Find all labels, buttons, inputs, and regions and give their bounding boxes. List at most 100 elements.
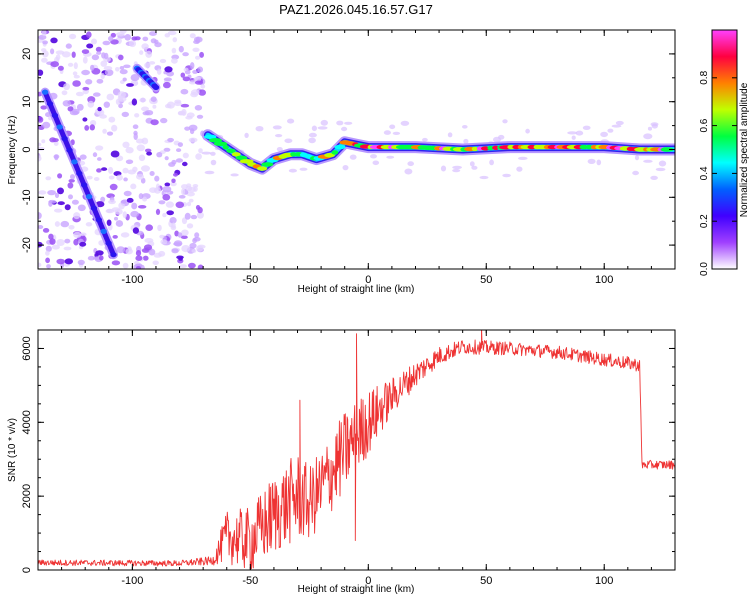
noise-blob: [502, 173, 511, 178]
noise-blob: [142, 196, 148, 202]
noise-blob: [452, 165, 462, 170]
y-tick-label: 0: [21, 567, 33, 573]
noise-blob: [152, 260, 159, 266]
noise-blob: [70, 174, 75, 180]
noise-blob: [101, 167, 108, 171]
noise-blob: [190, 214, 198, 220]
noise-blob: [108, 175, 115, 180]
noise-blob: [111, 124, 118, 132]
snr-panel: -100 -50 0 50 100 0 2000 4000 6000 Height of str…: [7, 329, 676, 595]
noise-blob: [67, 182, 74, 189]
noise-blob: [95, 145, 104, 151]
x-tick-label: -100: [121, 274, 143, 286]
noise-blob: [115, 67, 120, 72]
spectrogram-plot-area: [38, 30, 675, 269]
tone-blob: [105, 240, 112, 246]
noise-blob: [138, 193, 144, 200]
noise-blob: [114, 216, 118, 221]
noise-blob: [199, 51, 205, 58]
snr-plot-area: [38, 330, 675, 570]
noise-blob: [308, 137, 316, 144]
noise-blob: [194, 105, 203, 111]
noise-blob: [81, 69, 90, 76]
noise-blob: [162, 212, 167, 218]
noise-blob: [188, 80, 197, 85]
noise-blob: [308, 132, 317, 138]
spectrogram-y-label: Frequency (Hz): [7, 116, 18, 185]
tone-blob: [41, 89, 49, 95]
noise-blob: [84, 125, 90, 131]
noise-blob: [134, 113, 140, 118]
noise-blob: [89, 124, 96, 131]
tone-blob: [46, 101, 54, 107]
noise-blob: [106, 208, 113, 213]
noise-blob: [138, 205, 147, 209]
noise-blob: [81, 49, 90, 54]
noise-blob: [658, 160, 667, 167]
noise-blob: [125, 248, 133, 255]
noise-blob: [404, 168, 413, 175]
noise-blob: [341, 126, 348, 132]
noise-blob: [178, 256, 183, 261]
noise-blob: [132, 227, 139, 234]
noise-blob: [171, 159, 177, 165]
noise-blob: [93, 177, 100, 181]
noise-blob: [38, 190, 47, 195]
noise-blob: [149, 31, 157, 36]
noise-blob: [111, 207, 121, 212]
noise-blob: [167, 137, 175, 143]
noise-blob: [125, 159, 134, 165]
colorbar-scale: [712, 30, 737, 269]
tone-blob: [56, 124, 63, 130]
noise-blob: [145, 224, 153, 231]
noise-blob: [131, 202, 138, 210]
noise-blob: [95, 46, 102, 53]
noise-blob: [181, 188, 186, 196]
noise-blob: [194, 232, 200, 238]
noise-blob: [108, 36, 114, 42]
snr-y-label: SNR (10 * v/v): [7, 418, 18, 482]
noise-blob: [175, 201, 185, 209]
noise-blob: [145, 50, 153, 58]
noise-blob: [115, 220, 124, 227]
noise-blob: [38, 212, 42, 220]
noise-blob: [471, 165, 478, 170]
spectrogram-x-label: Height of straight line (km): [298, 284, 415, 295]
noise-blob: [582, 125, 591, 130]
noise-blob: [192, 238, 198, 244]
noise-blob: [85, 79, 93, 85]
noise-blob: [178, 195, 186, 199]
noise-blob: [158, 250, 166, 257]
noise-blob: [150, 96, 157, 102]
noise-blob: [120, 199, 127, 204]
noise-blob: [50, 61, 59, 68]
tone-blob: [100, 228, 107, 234]
noise-blob: [178, 45, 184, 53]
tone-blob: [481, 146, 490, 151]
noise-blob: [189, 128, 195, 135]
noise-blob: [141, 106, 149, 112]
noise-blob: [344, 121, 353, 125]
noise-blob: [192, 69, 198, 74]
noise-blob: [389, 124, 396, 130]
noise-blob: [498, 134, 505, 140]
noise-blob: [136, 138, 144, 144]
noise-blob: [144, 62, 151, 68]
noise-blob: [643, 133, 653, 140]
noise-blob: [171, 58, 178, 64]
noise-blob: [96, 168, 102, 173]
noise-blob: [135, 250, 142, 257]
noise-blob: [150, 119, 159, 126]
noise-blob: [272, 125, 282, 130]
noise-blob: [45, 250, 50, 256]
noise-blob: [73, 74, 80, 79]
tone-blob: [213, 141, 228, 146]
noise-blob: [87, 255, 95, 261]
tone-blob: [81, 182, 88, 188]
noise-blob: [68, 179, 75, 183]
noise-blob: [68, 194, 73, 200]
noise-blob: [163, 81, 171, 89]
noise-blob: [41, 57, 48, 63]
